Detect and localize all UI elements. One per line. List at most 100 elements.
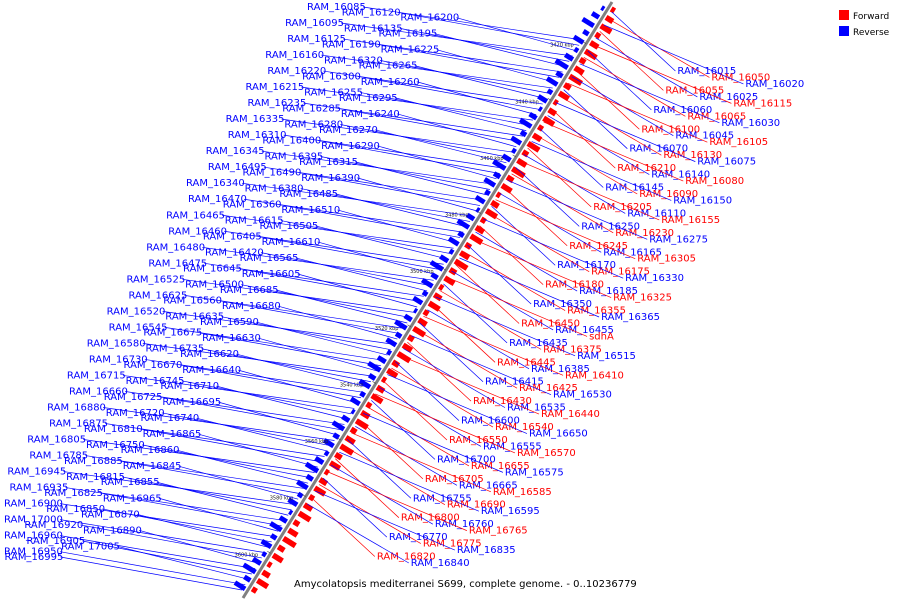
forward-leader-line	[423, 315, 564, 376]
reverse-leader-line	[119, 460, 302, 495]
gene-block-135	[242, 562, 257, 575]
reverse-leader-line	[241, 284, 411, 319]
reverse-leader-line	[255, 321, 388, 356]
forward-gene-label: RAM_16210	[617, 163, 676, 174]
gene-block-134	[261, 569, 271, 579]
gene-block-12	[578, 56, 587, 65]
reverse-gene-label: RAM_16950	[4, 547, 63, 558]
gene-block-83	[386, 349, 393, 356]
reverse-leader-line	[221, 316, 391, 351]
forward-gene-label: RAM_16705	[425, 474, 484, 485]
reverse-gene-label: RAM_16340	[186, 178, 245, 189]
reverse-leader-line	[300, 188, 471, 222]
forward-gene-label: RAM_16600	[461, 416, 520, 427]
gene-block-21	[546, 88, 554, 96]
reverse-gene-label: RAM_16390	[301, 173, 360, 184]
reverse-gene-label: RAM_16320	[324, 55, 383, 66]
reverse-gene-label: RAM_16465	[166, 210, 225, 221]
reverse-gene-label: RAM_16875	[49, 419, 108, 430]
reverse-leader-line	[295, 257, 428, 292]
forward-gene-label: RAM_16185	[579, 286, 638, 297]
axis-tick-9	[267, 550, 271, 554]
forward-gene-label: RAM_16250	[581, 221, 640, 232]
reverse-gene-label: RAM_16685	[220, 285, 279, 296]
reverse-leader-line	[138, 529, 259, 564]
forward-leader-line	[363, 413, 504, 473]
reverse-gene-label: RAM_16960	[4, 531, 63, 542]
forward-leader-line	[483, 218, 624, 279]
forward-gene-label: RAM_16150	[673, 195, 732, 206]
reverse-gene-label: RAM_16850	[46, 504, 105, 515]
reverse-leader-line	[122, 476, 292, 511]
gene-block-36	[516, 157, 528, 168]
forward-gene-label: RAM_16355	[567, 306, 626, 317]
gene-block-129	[260, 539, 273, 549]
gene-block-85	[376, 355, 387, 365]
gene-block-25	[537, 106, 543, 112]
reverse-leader-line	[275, 289, 408, 324]
gene-block-30	[531, 132, 543, 143]
reverse-leader-line	[59, 503, 276, 537]
reverse-gene-label: RAM_16300	[302, 71, 361, 82]
gene-block-74	[417, 317, 428, 327]
gene-block-51	[465, 212, 476, 222]
reverse-gene-label: RAM_16500	[185, 280, 244, 291]
gene-block-6	[594, 31, 602, 40]
forward-gene-label: RAM_16350	[533, 299, 592, 310]
gene-block-96	[360, 409, 371, 420]
reverse-leader-line	[199, 332, 381, 367]
reverse-gene-label: RAM_16235	[248, 98, 307, 109]
forward-gene-label: RAM_16375	[543, 344, 602, 355]
gene-block-119	[287, 497, 299, 507]
gene-block-28	[536, 124, 545, 132]
reverse-leader-line	[238, 268, 421, 302]
axis-tick-6	[372, 381, 376, 384]
forward-leader-line	[507, 179, 648, 240]
forward-gene-label: RAM_16575	[505, 467, 564, 478]
forward-gene-label: RAM_16570	[517, 448, 576, 459]
gene-block-71	[412, 295, 424, 306]
legend-forward-label: Forward	[853, 12, 889, 22]
forward-gene-label: RAM_16165	[603, 247, 662, 258]
forward-leader-line	[387, 374, 528, 434]
forward-leader-line	[447, 277, 588, 337]
reverse-gene-label: RAM_16625	[129, 290, 188, 301]
forward-leader-line	[579, 63, 720, 124]
reverse-leader-line	[257, 337, 378, 372]
gene-block-97	[350, 408, 356, 415]
gene-block-58	[458, 250, 471, 261]
axis-tick-4	[442, 267, 447, 271]
gene-block-95	[349, 396, 361, 407]
gene-block-98	[354, 418, 369, 430]
reverse-gene-label: RAM_16645	[183, 264, 242, 275]
gene-block-11	[573, 46, 580, 54]
gene-block-15	[554, 58, 569, 70]
forward-gene-label: RAM_16665	[459, 480, 518, 491]
gene-block-1	[600, 5, 606, 12]
reverse-leader-line	[80, 524, 262, 559]
forward-gene-label: RAM_16755	[413, 493, 472, 504]
gene-block-64	[443, 275, 456, 287]
gene-block-124	[287, 527, 299, 538]
reverse-gene-label: RAM_16220	[267, 66, 326, 77]
reverse-gene-label: RAM_16920	[24, 520, 83, 531]
gene-block-107	[323, 450, 330, 457]
forward-leader-line	[471, 238, 612, 298]
reverse-leader-line	[260, 252, 431, 286]
reverse-gene-label: RAM_16610	[262, 237, 321, 248]
forward-gene-label: RAM_16180	[545, 280, 604, 291]
legend: Forward Reverse	[839, 10, 890, 38]
reverse-leader-line	[335, 193, 467, 228]
forward-leader-line	[459, 257, 600, 318]
reverse-leader-line	[179, 364, 362, 399]
reverse-gene-label: RAM_16885	[64, 456, 123, 467]
legend-reverse-label: Reverse	[853, 28, 890, 38]
gene-block-9	[572, 34, 585, 45]
reverse-leader-line	[161, 412, 332, 447]
reverse-gene-label: RAM_16680	[222, 301, 281, 312]
forward-gene-label: RAM_16055	[665, 85, 724, 96]
reverse-leader-line	[436, 49, 557, 84]
gene-block-43	[483, 177, 497, 188]
gene-block-88	[380, 376, 388, 384]
